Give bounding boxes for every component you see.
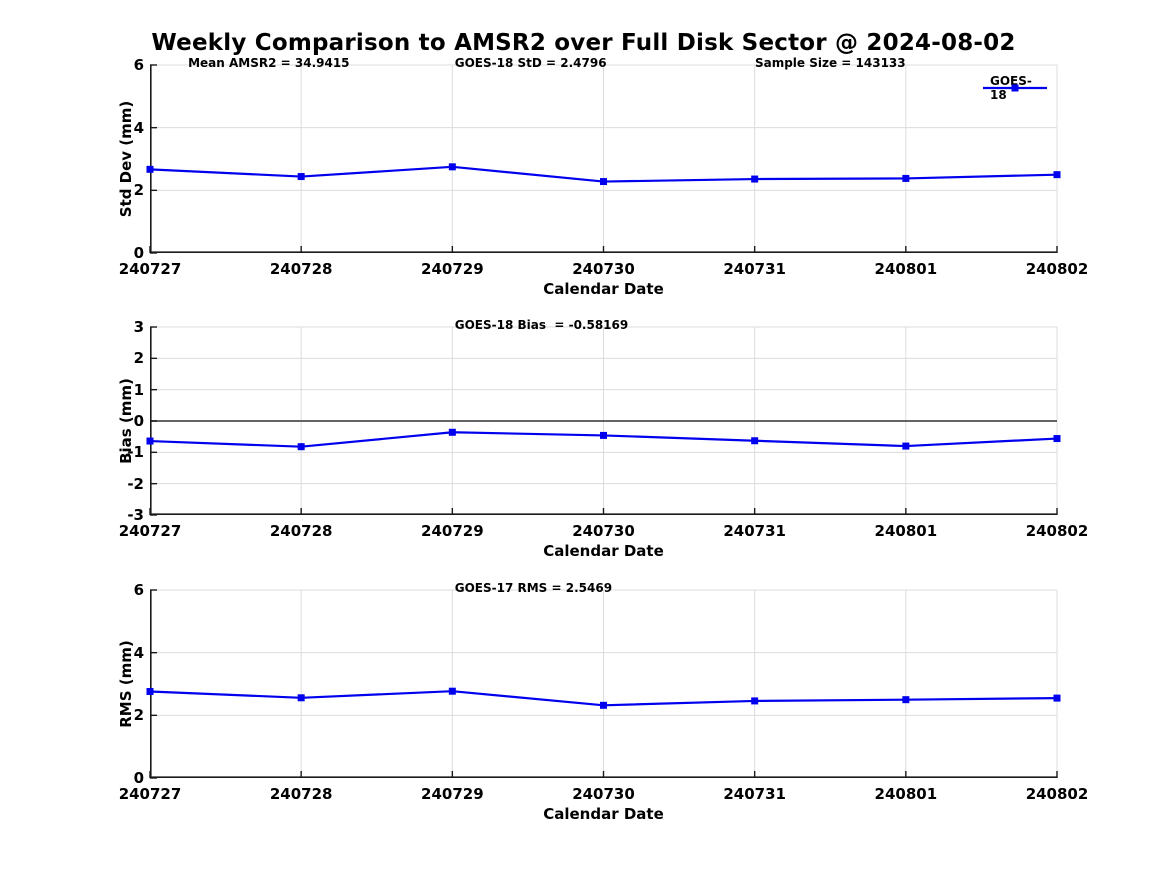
x-tick-label: 240801 xyxy=(874,785,938,803)
y-axis-label: RMS (mm) xyxy=(117,640,135,728)
y-axis-label: Bias (mm) xyxy=(117,378,135,464)
y-tick-label: 2 xyxy=(133,349,144,368)
bias-data-marker xyxy=(902,442,910,450)
legend: GOES-18 xyxy=(983,74,1047,102)
y-tick-label: 2 xyxy=(133,181,144,200)
y-tick-label: 1 xyxy=(133,380,144,399)
rms-data-marker xyxy=(297,694,305,702)
bias-data-marker xyxy=(751,437,759,445)
x-tick-label: 240730 xyxy=(572,522,635,540)
x-tick-label: 240731 xyxy=(723,522,786,540)
annotation: Mean AMSR2 = 34.9415 xyxy=(188,56,350,70)
std-dev-data-marker xyxy=(600,178,607,186)
std-dev-data-marker xyxy=(902,174,910,182)
rms-data-marker xyxy=(448,687,456,695)
rms-data-marker xyxy=(146,688,154,696)
std-dev-data-marker xyxy=(751,175,759,183)
rms-data-marker xyxy=(902,696,910,704)
y-tick-label: 4 xyxy=(133,643,144,662)
annotation: GOES-17 RMS = 2.5469 xyxy=(454,581,613,595)
annotation: GOES-18 Bias = -0.58169 xyxy=(454,318,629,332)
x-tick-label: 240727 xyxy=(118,522,182,540)
std-dev-data-marker xyxy=(448,163,456,171)
y-tick-label: 0 xyxy=(133,412,144,430)
x-tick-label: 240801 xyxy=(874,522,938,540)
bias-data-marker xyxy=(448,428,456,436)
y-tick-label: -3 xyxy=(127,506,144,524)
rms-data-marker xyxy=(751,697,759,705)
legend-line-sample xyxy=(983,84,1047,92)
x-tick-label: 240728 xyxy=(269,785,333,803)
x-tick-label: 240727 xyxy=(118,260,182,278)
x-axis-label: Calendar Date xyxy=(543,542,664,560)
x-tick-label: 240731 xyxy=(723,260,786,278)
y-tick-label: 3 xyxy=(133,318,144,336)
std-dev-data-marker xyxy=(146,165,154,173)
y-tick-label: 2 xyxy=(133,706,144,725)
y-tick-label: 6 xyxy=(133,581,144,599)
std-dev-plot-area xyxy=(146,64,1061,254)
legend-label: GOES-18 xyxy=(990,74,1032,102)
y-tick-label: 0 xyxy=(133,769,144,787)
bias-data-marker xyxy=(600,431,607,439)
rms-data-marker xyxy=(1053,694,1061,702)
x-tick-label: 240728 xyxy=(269,260,333,278)
x-axis-label: Calendar Date xyxy=(543,805,664,823)
y-axis-label: Std Dev (mm) xyxy=(117,100,135,218)
bias-data-marker xyxy=(297,443,305,451)
x-tick-label: 240728 xyxy=(269,522,333,540)
rms-data-marker xyxy=(600,701,607,709)
x-tick-label: 240729 xyxy=(421,522,484,540)
x-tick-label: 240729 xyxy=(421,260,484,278)
y-tick-label: 0 xyxy=(133,244,144,262)
rms-plot-area xyxy=(146,589,1061,779)
x-tick-label: 240730 xyxy=(572,785,635,803)
x-tick-label: 240802 xyxy=(1025,260,1089,278)
x-tick-label: 240731 xyxy=(723,785,786,803)
x-tick-label: 240730 xyxy=(572,260,635,278)
y-tick-label: -2 xyxy=(127,474,144,493)
x-tick-label: 240801 xyxy=(874,260,938,278)
x-tick-label: 240729 xyxy=(421,785,484,803)
y-tick-label: 6 xyxy=(133,56,144,74)
x-tick-label: 240802 xyxy=(1025,522,1089,540)
bias-data-marker xyxy=(1053,435,1061,443)
x-axis-label: Calendar Date xyxy=(543,280,664,298)
annotation: GOES-18 StD = 2.4796 xyxy=(454,56,607,70)
std-dev-data-marker xyxy=(297,173,305,181)
chart-title: Weekly Comparison to AMSR2 over Full Dis… xyxy=(151,30,1016,56)
bias-plot-area xyxy=(146,326,1061,516)
x-tick-label: 240727 xyxy=(118,785,182,803)
y-tick-label: -1 xyxy=(127,443,144,462)
bias-data-marker xyxy=(146,437,154,445)
x-tick-label: 240802 xyxy=(1025,785,1089,803)
y-tick-label: 4 xyxy=(133,118,144,137)
std-dev-data-marker xyxy=(1053,171,1061,179)
annotation: Sample Size = 143133 xyxy=(754,56,906,70)
